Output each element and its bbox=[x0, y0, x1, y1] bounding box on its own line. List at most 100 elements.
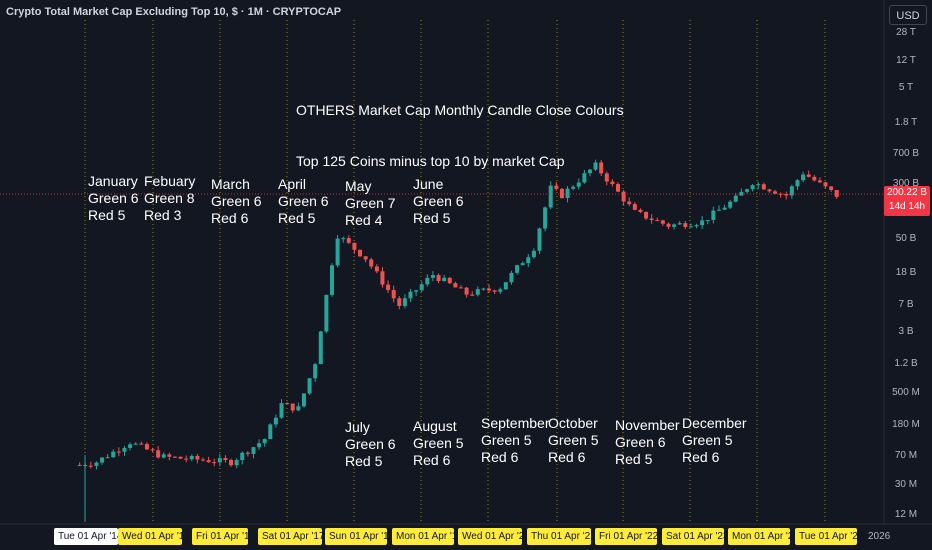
month-stats-green: Green 6 bbox=[88, 190, 139, 206]
candle-body bbox=[419, 284, 424, 291]
candle-body bbox=[834, 190, 839, 197]
chart-note-line-2: Top 125 Coins minus top 10 by market Cap bbox=[296, 153, 565, 169]
candle-body bbox=[100, 457, 105, 463]
x-tick-label: Wed 01 Apr '20 bbox=[458, 528, 530, 545]
candle-body bbox=[156, 450, 161, 458]
month-stats-green: Green 6 bbox=[413, 193, 464, 209]
candle-body bbox=[380, 271, 385, 285]
candle-body bbox=[161, 454, 166, 458]
candle-body bbox=[290, 403, 295, 411]
candle-body bbox=[587, 169, 592, 174]
candle-body bbox=[358, 249, 363, 257]
candle-body bbox=[408, 291, 413, 299]
candle-body bbox=[414, 290, 419, 292]
candle-body bbox=[229, 459, 234, 466]
candle-body bbox=[447, 277, 452, 284]
current-price-value: 200.22 B bbox=[886, 187, 928, 198]
candle-body bbox=[139, 443, 144, 445]
current-price-countdown: 14d 14h bbox=[888, 201, 926, 212]
candle-body bbox=[801, 174, 806, 181]
candle-body bbox=[167, 454, 172, 457]
candle-body bbox=[245, 452, 250, 454]
x-tick-label: Sun 01 Apr '18 bbox=[325, 528, 394, 545]
currency-button[interactable]: USD bbox=[889, 5, 927, 25]
candle-body bbox=[363, 256, 368, 260]
chart-note: OTHERS Market Cap Monthly Candle Close C… bbox=[296, 68, 624, 187]
candle-body bbox=[133, 443, 138, 445]
candle-body bbox=[453, 283, 458, 288]
candle-body bbox=[644, 211, 649, 219]
month-stats-month: January bbox=[88, 173, 138, 189]
candle-body bbox=[352, 242, 357, 250]
candle-body bbox=[116, 451, 121, 453]
candle-body bbox=[515, 265, 520, 273]
month-stats-november: November Green 6 Red 5 bbox=[615, 417, 680, 468]
candle-body bbox=[94, 462, 99, 466]
candle-body bbox=[234, 460, 239, 466]
month-stats-green: Green 5 bbox=[481, 432, 532, 448]
month-stats-febuary: Febuary Green 8 Red 3 bbox=[144, 173, 195, 224]
candle-body bbox=[621, 191, 626, 202]
candle-body bbox=[745, 189, 750, 192]
candle-body bbox=[178, 456, 183, 459]
candle-body bbox=[240, 452, 245, 461]
candle-body bbox=[733, 195, 738, 202]
month-stats-red: Red 5 bbox=[345, 453, 383, 469]
month-stats-red: Red 6 bbox=[211, 210, 249, 226]
month-stats-month: September bbox=[481, 415, 550, 431]
candle-body bbox=[503, 282, 508, 290]
candle-body bbox=[604, 173, 609, 182]
candle-body bbox=[761, 184, 766, 190]
candle-body bbox=[559, 188, 564, 199]
candle-body bbox=[632, 204, 637, 210]
candle-body bbox=[616, 184, 621, 192]
candle-body bbox=[307, 378, 312, 394]
candle-body bbox=[470, 294, 475, 296]
candle-body bbox=[610, 181, 615, 185]
month-stats-red: Red 5 bbox=[88, 207, 126, 223]
y-tick-label: 1.2 B bbox=[894, 358, 918, 369]
candle-body bbox=[543, 207, 548, 229]
candle-body bbox=[172, 456, 177, 458]
x-tick-label: Sat 01 Apr '17 bbox=[258, 528, 325, 545]
month-stats-month: May bbox=[345, 178, 372, 194]
candle-body bbox=[531, 250, 536, 258]
candle-body bbox=[458, 287, 463, 289]
candle-body bbox=[329, 265, 334, 295]
candle-body bbox=[711, 210, 716, 221]
y-tick-label: 50 B bbox=[895, 233, 917, 244]
month-stats-month: November bbox=[615, 417, 680, 433]
candle-body bbox=[436, 275, 441, 282]
candle-body bbox=[829, 186, 834, 191]
candle-body bbox=[285, 403, 290, 405]
candle-body bbox=[795, 180, 800, 187]
candle-body bbox=[128, 444, 133, 448]
candle-body bbox=[599, 162, 604, 174]
x-tick-label: Sat 01 Apr '23 bbox=[662, 528, 729, 545]
month-stats-month: July bbox=[345, 419, 370, 435]
y-tick-label: 5 T bbox=[898, 82, 914, 93]
candle-body bbox=[268, 424, 273, 440]
candle-body bbox=[105, 457, 110, 459]
candle-body bbox=[324, 294, 329, 332]
candle-body bbox=[627, 201, 632, 205]
candle-body bbox=[335, 238, 340, 266]
candle-body bbox=[217, 458, 222, 463]
candle-body bbox=[593, 162, 598, 170]
x-tick-label: 2026 bbox=[868, 531, 891, 542]
y-tick-label: 30 M bbox=[894, 479, 918, 490]
y-tick-label: 3 B bbox=[898, 326, 914, 337]
candle-body bbox=[200, 459, 205, 461]
candle-body bbox=[716, 209, 721, 211]
candle-body bbox=[251, 447, 256, 454]
candle-body bbox=[257, 443, 262, 448]
candle-body bbox=[184, 458, 189, 460]
y-tick-label: 70 M bbox=[894, 450, 918, 461]
candle-body bbox=[301, 393, 306, 407]
month-stats-green: Green 8 bbox=[144, 190, 195, 206]
month-stats-month: October bbox=[548, 415, 598, 431]
candle-body bbox=[806, 174, 811, 177]
month-stats-december: December Green 5 Red 6 bbox=[682, 415, 747, 466]
y-tick-label: 500 M bbox=[892, 387, 920, 398]
